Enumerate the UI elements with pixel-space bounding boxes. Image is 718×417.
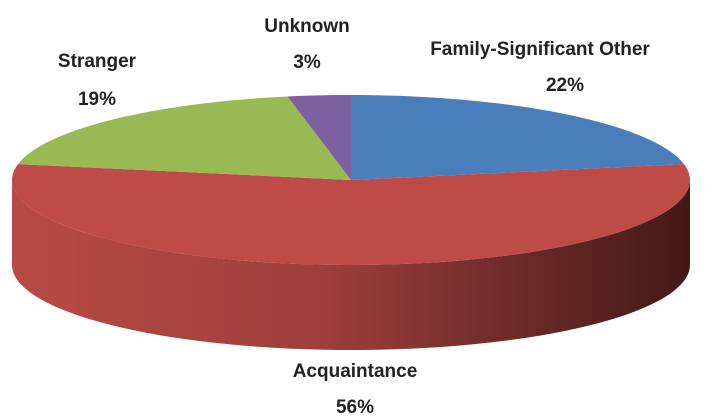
slice-label: Unknown [264, 16, 350, 37]
pie-slice [351, 95, 684, 180]
slice-value-label: 19% [78, 89, 116, 110]
slice-value-label: 22% [546, 75, 584, 96]
slice-label: Acquaintance [293, 361, 418, 382]
slice-value-label: 3% [293, 52, 321, 73]
pie-slice [287, 95, 351, 180]
pie-slice [12, 164, 690, 265]
slice-value-label: 56% [336, 397, 374, 417]
slice-label: Family-Significant Other [430, 39, 650, 60]
pie-side [12, 180, 690, 350]
pie-slice [18, 96, 351, 180]
slice-label: Stranger [58, 51, 137, 72]
